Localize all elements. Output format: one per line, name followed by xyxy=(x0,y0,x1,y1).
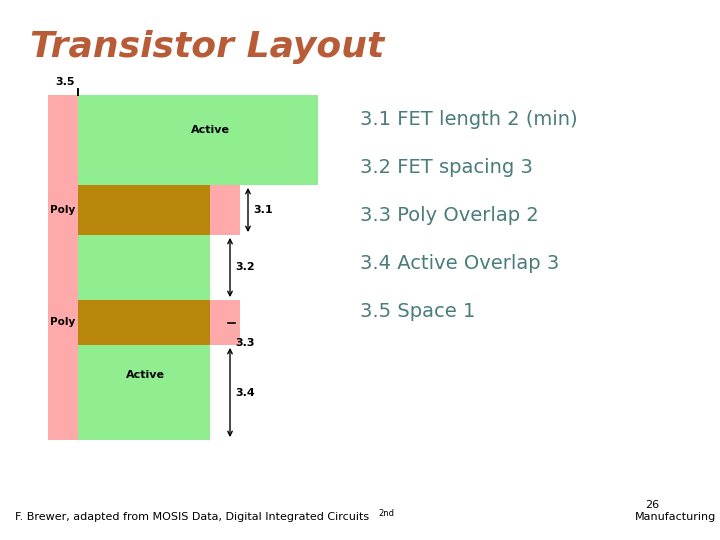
Text: 3.3: 3.3 xyxy=(235,338,254,348)
Text: Transistor Layout: Transistor Layout xyxy=(30,30,384,64)
Bar xyxy=(48,300,240,345)
Text: 3.4: 3.4 xyxy=(235,388,255,397)
Text: 3.2: 3.2 xyxy=(235,262,255,273)
Text: Active: Active xyxy=(125,370,164,380)
Bar xyxy=(78,185,210,300)
Text: 3.5 Space 1: 3.5 Space 1 xyxy=(360,302,475,321)
Text: 26: 26 xyxy=(645,500,659,510)
Bar xyxy=(78,300,210,345)
Bar xyxy=(78,300,210,440)
Bar xyxy=(78,185,210,235)
Text: 3.5: 3.5 xyxy=(55,77,75,87)
Text: 3.3 Poly Overlap 2: 3.3 Poly Overlap 2 xyxy=(360,206,539,225)
Text: 3.4 Active Overlap 3: 3.4 Active Overlap 3 xyxy=(360,254,559,273)
Text: 3.1 FET length 2 (min): 3.1 FET length 2 (min) xyxy=(360,110,577,129)
Bar xyxy=(48,185,240,235)
Bar xyxy=(78,95,318,185)
Bar xyxy=(48,95,78,440)
Text: Manufacturing: Manufacturing xyxy=(635,512,716,522)
Text: F. Brewer, adapted from MOSIS Data, Digital Integrated Circuits: F. Brewer, adapted from MOSIS Data, Digi… xyxy=(15,512,369,522)
Text: Active: Active xyxy=(191,125,230,135)
Text: 3.1: 3.1 xyxy=(253,205,273,215)
Text: Poly: Poly xyxy=(50,205,76,215)
Text: 2nd: 2nd xyxy=(378,509,394,518)
Text: Poly: Poly xyxy=(50,317,76,327)
Text: 3.2 FET spacing 3: 3.2 FET spacing 3 xyxy=(360,158,533,177)
